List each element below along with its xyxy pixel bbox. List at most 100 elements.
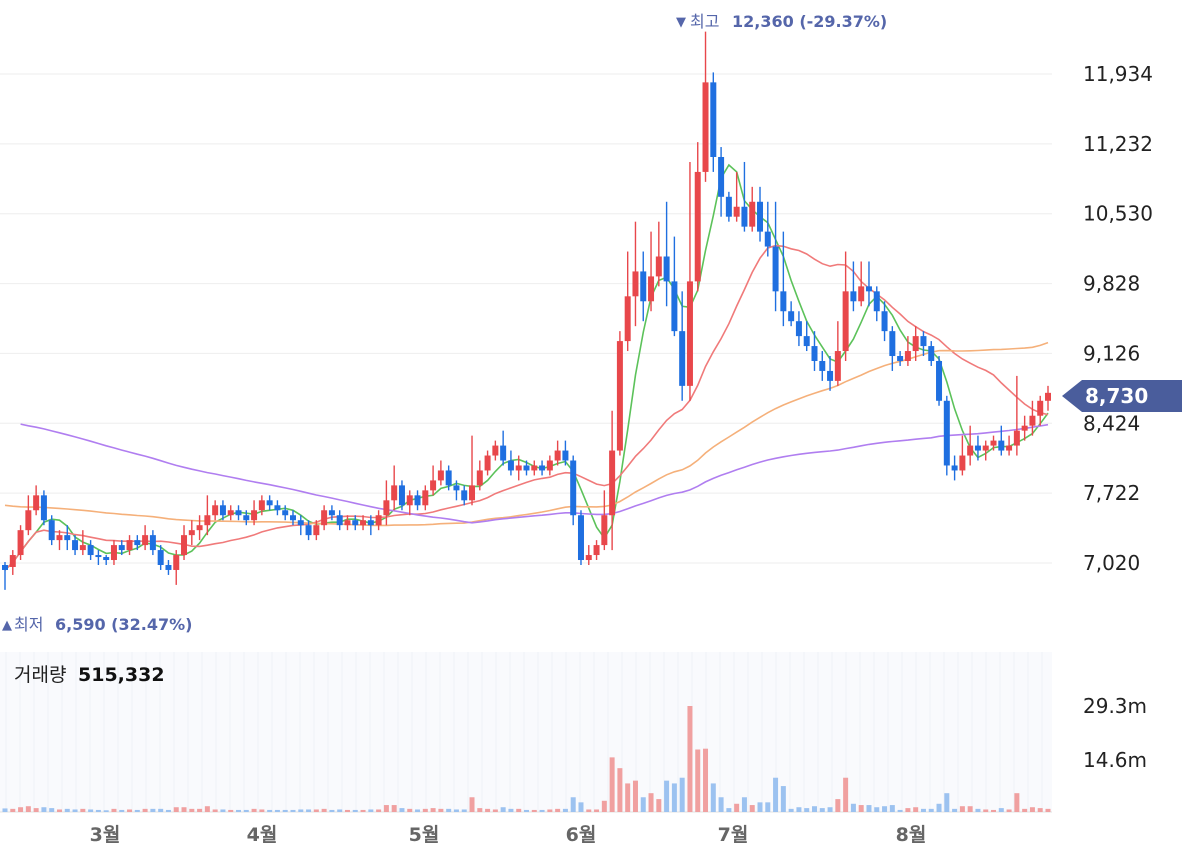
volume-bar — [796, 807, 802, 812]
candle-body — [219, 505, 226, 516]
candle-body — [912, 336, 919, 352]
volume-bar — [850, 803, 856, 812]
candle-body — [632, 271, 639, 297]
volume-bar — [819, 808, 825, 812]
ma20-line — [4, 244, 1049, 571]
candle-body — [398, 485, 405, 506]
last-price-badge — [1062, 380, 1182, 412]
volume-bar — [407, 808, 413, 812]
volume-bar — [757, 802, 763, 812]
volume-bar — [298, 809, 304, 812]
volume-bar — [516, 808, 522, 812]
candle-body — [733, 206, 740, 217]
candle-body — [336, 515, 343, 526]
candle-body — [282, 510, 289, 516]
volume-bar — [492, 809, 498, 812]
volume-bar — [49, 808, 55, 812]
candle-body — [982, 445, 989, 451]
candle-body — [1013, 430, 1020, 446]
candle-body — [842, 291, 849, 352]
candle-body — [959, 455, 966, 471]
volume-panel — [0, 652, 1052, 812]
volume-bar — [905, 808, 911, 812]
volume-bar — [204, 806, 210, 812]
volume-bar — [150, 808, 156, 812]
month-tick-label: 8월 — [896, 824, 927, 846]
candle-body — [266, 500, 273, 506]
candle-body — [469, 485, 476, 501]
candle-body — [492, 445, 499, 456]
low-value: 6,590 (32.47%) — [55, 615, 192, 634]
volume-bar — [594, 809, 600, 812]
ma120-line — [20, 423, 1049, 524]
candle-body — [352, 520, 359, 526]
volume-tick-label: 29.3m — [1083, 694, 1147, 718]
volume-bar — [56, 809, 62, 812]
volume-bar — [461, 809, 467, 812]
volume-bar — [858, 805, 864, 812]
volume-bar — [72, 809, 78, 812]
candle-body — [601, 515, 608, 546]
candle-body — [655, 256, 662, 277]
volume-bar — [913, 807, 919, 812]
candle-body — [437, 470, 444, 481]
volume-bar — [811, 806, 817, 812]
candle-body — [461, 490, 468, 501]
candle-body — [157, 550, 164, 565]
volume-bar — [197, 808, 203, 812]
volume-bar — [944, 793, 950, 812]
month-tick-label: 4월 — [247, 824, 278, 846]
volume-grid — [0, 652, 1052, 813]
volume-bar — [127, 809, 133, 812]
candle-body — [1045, 392, 1051, 401]
candle-body — [64, 535, 71, 541]
candle-body — [570, 460, 577, 516]
volume-bar — [959, 806, 965, 812]
candle-body — [788, 311, 795, 322]
ma5-line — [4, 163, 1049, 571]
volume-bar — [236, 809, 242, 812]
candle-body — [554, 450, 561, 461]
candle-body — [126, 540, 133, 551]
candle-body — [904, 351, 911, 361]
volume-bar — [267, 809, 273, 812]
candle-body — [640, 271, 647, 302]
low-label: 최저 — [14, 615, 43, 634]
volume-bar — [80, 808, 86, 812]
candle-body — [227, 510, 234, 516]
month-tick-label: 3월 — [90, 824, 121, 846]
volume-title: 거래량 — [14, 664, 66, 686]
volume-bar — [368, 809, 374, 812]
volume-bar — [158, 808, 164, 812]
candle-body — [1037, 400, 1044, 416]
volume-bar — [555, 808, 561, 812]
candle-body — [951, 465, 958, 471]
volume-bar — [306, 809, 312, 812]
price-axis: 11,934 11,232 10,530 9,828 9,126 8,424 7,722 7,… — [1083, 62, 1153, 772]
volume-bar — [975, 808, 981, 812]
candle-body — [360, 520, 367, 526]
candle-body — [523, 465, 530, 471]
candle-body — [764, 231, 771, 247]
candle-body — [827, 370, 834, 381]
volume-bar — [282, 809, 288, 812]
candle-body — [694, 171, 701, 282]
candle-body — [936, 360, 943, 401]
candlestick-series — [2, 31, 1051, 590]
volume-bar — [734, 803, 740, 812]
volume-bar — [18, 807, 24, 812]
volume-bar — [415, 809, 421, 812]
volume-bar — [804, 808, 810, 812]
candle-body — [686, 281, 693, 386]
candle-body — [56, 535, 63, 541]
candle-body — [110, 545, 117, 561]
candle-body — [772, 246, 779, 292]
candle-body — [95, 555, 102, 558]
candle-body — [430, 480, 437, 491]
candle-body — [725, 196, 732, 217]
candle-body — [142, 535, 149, 546]
volume-bar — [189, 808, 195, 812]
price-tick-label: 7,722 — [1083, 481, 1140, 505]
high-label: 최고 — [690, 12, 719, 31]
